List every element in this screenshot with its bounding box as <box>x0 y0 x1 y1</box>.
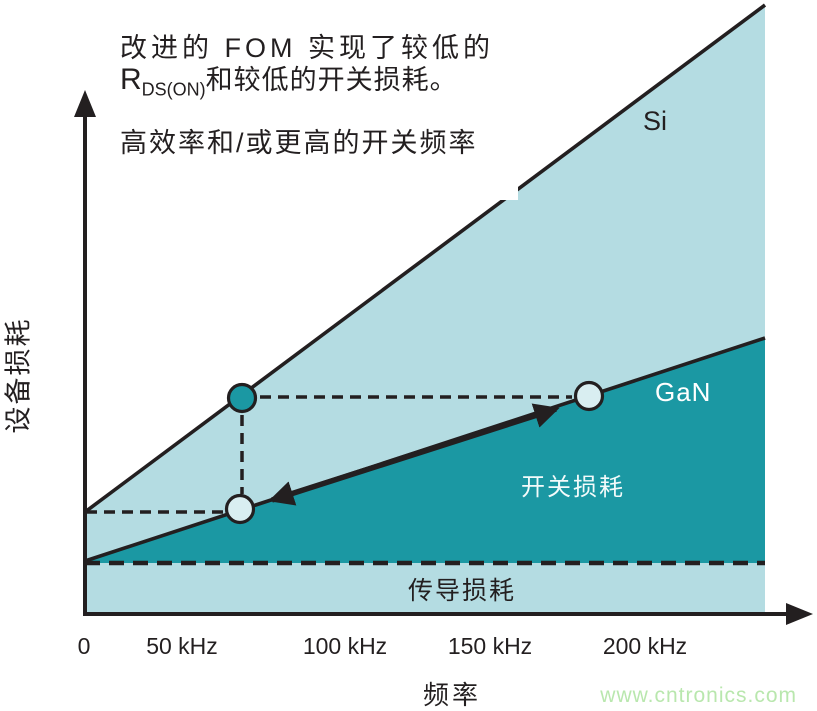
watermark: www.cntronics.com <box>600 684 797 707</box>
gan-point-low-freq-marker <box>224 493 256 525</box>
y-axis-title: 设备损耗 <box>3 317 34 434</box>
gan-point-high-freq-marker <box>573 380 605 412</box>
x-tick-150khz: 150 kHz <box>447 633 533 659</box>
annotation-line2: RDS(ON)和较低的开关损耗。 <box>120 58 458 100</box>
x-tick-50khz: 50 kHz <box>146 633 218 659</box>
rdson-symbol: R <box>120 63 142 96</box>
annotation-line1: 改进的 FOM 实现了较低的 <box>120 33 494 63</box>
x-axis-title: 频率 <box>422 680 482 710</box>
si-line <box>83 3 767 514</box>
y-axis-arrowhead <box>74 90 96 117</box>
annotation-line2-rest: 和较低的开关损耗。 <box>205 65 458 95</box>
annotation-line3: 高效率和/或更高的开关频率 <box>120 128 478 158</box>
si-point-marker <box>226 382 258 414</box>
si-series-label: Si <box>643 106 668 136</box>
gan-series-label: GaN <box>655 377 712 407</box>
frequency-shift-arrow <box>268 403 560 506</box>
conduction-loss-label: 传导损耗 <box>408 577 517 605</box>
rdson-subscript: DS(ON) <box>141 79 206 100</box>
x-tick-0: 0 <box>77 633 91 659</box>
switching-loss-label: 开关损耗 <box>521 474 625 501</box>
x-tick-200khz: 200 kHz <box>602 633 688 659</box>
x-tick-100khz: 100 kHz <box>302 633 388 659</box>
x-axis-arrowhead <box>786 603 813 625</box>
